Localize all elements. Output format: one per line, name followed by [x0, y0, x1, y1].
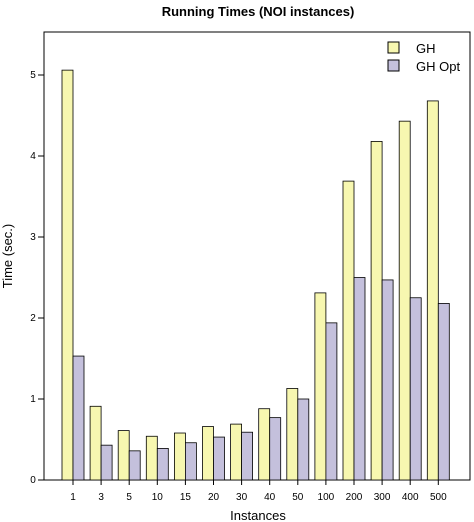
bar-gh-15: [173, 432, 186, 481]
y-tick-label: 2: [30, 313, 36, 324]
legend-swatch-gh: [387, 41, 400, 54]
bar-gh-opt-5: [128, 450, 141, 481]
bar-gh-opt-1: [72, 355, 85, 481]
bar-gh-1: [61, 69, 74, 481]
y-tick-label: 3: [30, 232, 36, 243]
bar-gh-opt-200: [353, 277, 366, 481]
bar-gh-200: [342, 180, 355, 481]
bar-gh-5: [117, 430, 130, 481]
bar-gh-opt-3: [100, 444, 113, 481]
bar-gh-3: [89, 405, 102, 481]
legend-label-gh-opt: GH Opt: [416, 59, 460, 74]
bar-gh-50: [286, 388, 299, 481]
y-axis: 0 1 2 3 4 5: [30, 70, 44, 486]
bar-gh-opt-15: [184, 442, 197, 481]
x-tick-label: 3: [98, 492, 104, 503]
x-tick-label: 100: [318, 492, 335, 503]
bar-gh-100: [314, 292, 327, 481]
bar-gh-30: [230, 423, 243, 481]
bar-gh-opt-20: [213, 436, 225, 481]
bar-gh-300: [370, 141, 383, 481]
bar-gh-opt-30: [241, 431, 254, 481]
bar-gh-opt-50: [297, 398, 310, 481]
chart-title: Running Times (NOI instances): [162, 4, 355, 19]
bar-gh-20: [202, 426, 214, 481]
bar-gh-opt-400: [409, 297, 422, 481]
bar-gh-400: [398, 120, 411, 481]
x-tick-label: 500: [430, 492, 447, 503]
bar-gh-opt-500: [437, 303, 450, 481]
x-tick-label: 400: [402, 492, 419, 503]
x-axis-label: Instances: [230, 508, 286, 522]
x-tick-label: 40: [264, 492, 276, 503]
legend: GH GH Opt: [387, 41, 460, 74]
bar-gh-40: [258, 408, 271, 481]
plot-frame: [43, 31, 471, 481]
x-tick-label: 15: [180, 492, 192, 503]
x-tick-label: 5: [126, 492, 132, 503]
x-tick-label: 300: [374, 492, 391, 503]
x-axis: 1 3 5 10 15 20 30 40 50 100 200 300 400 500: [70, 480, 447, 503]
x-tick-label: 20: [208, 492, 220, 503]
x-tick-label: 1: [70, 492, 76, 503]
bar-gh-opt-300: [381, 279, 394, 481]
bar-gh-10: [145, 435, 158, 481]
legend-swatch-gh-opt: [387, 59, 400, 72]
x-tick-label: 30: [236, 492, 248, 503]
y-tick-label: 5: [30, 70, 36, 81]
y-tick-label: 0: [30, 475, 36, 486]
bars-group: [61, 69, 450, 481]
x-tick-label: 200: [346, 492, 363, 503]
y-axis-label: Time (sec.): [0, 224, 15, 289]
bar-gh-opt-100: [325, 322, 338, 481]
x-tick-label: 50: [292, 492, 304, 503]
bar-gh-opt-40: [269, 417, 282, 481]
y-tick-label: 4: [30, 151, 36, 162]
y-tick-label: 1: [30, 394, 36, 405]
legend-label-gh: GH: [416, 41, 436, 56]
x-tick-label: 10: [152, 492, 164, 503]
bar-gh-500: [426, 100, 439, 481]
bar-gh-opt-10: [156, 448, 169, 481]
